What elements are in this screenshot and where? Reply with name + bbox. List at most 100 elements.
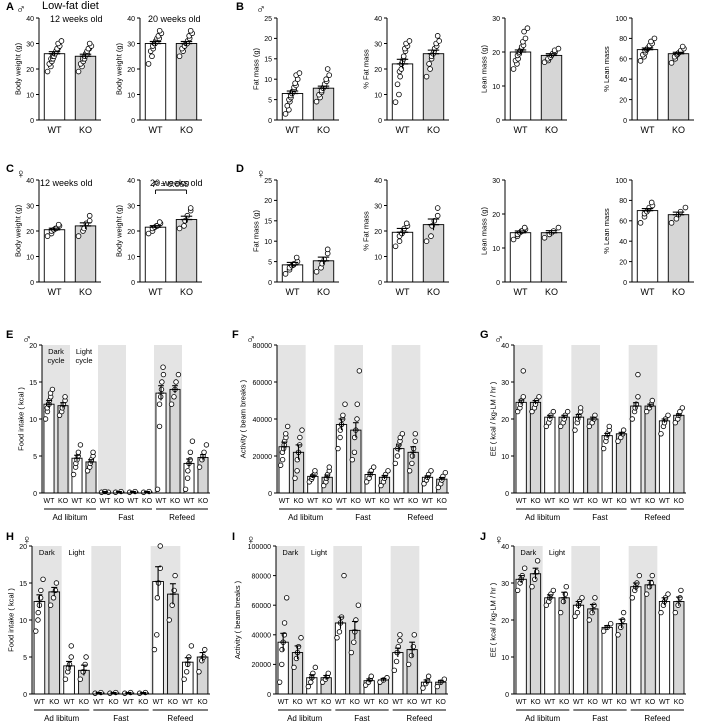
y-tick-label: 0: [23, 692, 27, 699]
y-tick-label: 10: [26, 92, 34, 99]
x-tick-label: WT: [396, 125, 410, 135]
data-point: [62, 394, 68, 400]
data-point: [649, 397, 655, 404]
data-point: [156, 219, 163, 225]
x-tick-label: KO: [437, 498, 448, 505]
y-tick-label: 0: [496, 118, 500, 125]
data-point: [649, 572, 655, 579]
x-tick-label: KO: [588, 498, 599, 505]
data-point: [412, 431, 418, 437]
data-point: [620, 609, 627, 616]
y-tick-label: 30: [26, 203, 34, 210]
data-point: [354, 416, 360, 422]
group-label: Fast: [113, 714, 129, 723]
y-tick-label: 20000: [253, 454, 273, 461]
data-point: [151, 646, 158, 653]
data-point: [296, 70, 303, 76]
data-point: [600, 628, 607, 634]
y-tick-label: 0: [496, 280, 500, 287]
phase-label: Dark: [48, 347, 64, 356]
data-point: [149, 53, 155, 60]
data-point: [342, 401, 348, 407]
group-label: Fast: [354, 714, 370, 723]
data-point: [393, 658, 400, 665]
y-tick-label: 40: [127, 178, 135, 185]
y-tick-label: 80000: [252, 573, 272, 580]
x-tick-label: WT: [659, 498, 671, 505]
x-tick-label: KO: [79, 699, 90, 706]
data-point: [394, 81, 401, 88]
data-point: [522, 35, 529, 42]
data-point: [405, 661, 412, 668]
x-tick-label: KO: [427, 125, 440, 135]
data-point: [629, 595, 636, 601]
bar: [658, 601, 671, 695]
x-tick-label: KO: [293, 498, 304, 505]
data-point: [550, 408, 557, 415]
data-point: [397, 73, 403, 80]
x-tick-label: WT: [286, 125, 300, 135]
data-point: [679, 405, 686, 411]
x-tick-label: WT: [630, 498, 642, 505]
y-tick-label: 40: [619, 239, 627, 246]
data-point: [629, 416, 636, 422]
y-tick-label: 30: [127, 41, 135, 48]
x-tick-label: WT: [149, 287, 163, 297]
x-tick-label: WT: [48, 125, 62, 135]
data-point: [308, 679, 314, 685]
bar: [515, 578, 527, 695]
group-label: Refeed: [644, 513, 670, 522]
y-tick-label: 100000: [248, 544, 271, 551]
x-tick-label: KO: [436, 699, 447, 706]
phase-label: Light: [311, 548, 328, 557]
data-point: [154, 595, 161, 601]
data-point: [586, 423, 593, 430]
data-point: [157, 543, 163, 549]
bar: [644, 405, 656, 494]
chart-i: 0 20000 40000 60000 80000 100000 Activity ( be…: [232, 531, 448, 723]
data-point: [168, 401, 175, 407]
data-point: [363, 479, 370, 485]
data-point: [156, 401, 163, 407]
group-label: Fast: [118, 513, 134, 522]
phase-label: Dark: [282, 548, 298, 557]
data-point: [50, 595, 57, 601]
data-point: [434, 205, 441, 211]
data-point: [643, 408, 650, 415]
x-tick-label: KO: [545, 287, 558, 297]
data-point: [392, 99, 399, 105]
y-tick-label: 10: [501, 454, 509, 461]
y-tick-label: 20: [374, 229, 382, 236]
x-tick-label: KO: [645, 498, 656, 505]
data-point: [185, 468, 191, 474]
x-tick-label: KO: [530, 699, 541, 706]
x-tick-label: WT: [602, 699, 614, 706]
data-point: [282, 271, 289, 277]
panel-subtitle: 12 weeks old: [50, 14, 103, 24]
data-point: [196, 669, 202, 675]
data-point: [637, 58, 644, 64]
chart-b2: 0 10 20 30 40 % Fat mass WT KO: [361, 16, 449, 135]
data-point: [202, 646, 208, 653]
data-point: [678, 587, 684, 594]
data-point: [574, 609, 581, 616]
panel-letter: B: [236, 1, 244, 13]
data-point: [399, 431, 406, 437]
y-tick-label: 30: [501, 380, 509, 387]
data-point: [283, 431, 289, 437]
data-point: [68, 654, 74, 660]
y-axis-label: Food intake ( kcal ): [16, 387, 25, 451]
y-tick-label: 0: [505, 491, 509, 498]
y-tick-label: 0: [623, 280, 627, 287]
y-tick-label: 40: [501, 343, 509, 350]
female-symbol-icon: ♀: [16, 166, 26, 181]
data-point: [172, 572, 178, 579]
data-point: [555, 224, 562, 231]
y-axis-label: % Lean mass: [602, 208, 611, 254]
data-point: [368, 673, 374, 679]
data-point: [40, 576, 46, 582]
y-tick-label: 10: [26, 254, 34, 261]
data-point: [276, 679, 283, 685]
y-axis-label: Body weight (g): [13, 204, 22, 257]
